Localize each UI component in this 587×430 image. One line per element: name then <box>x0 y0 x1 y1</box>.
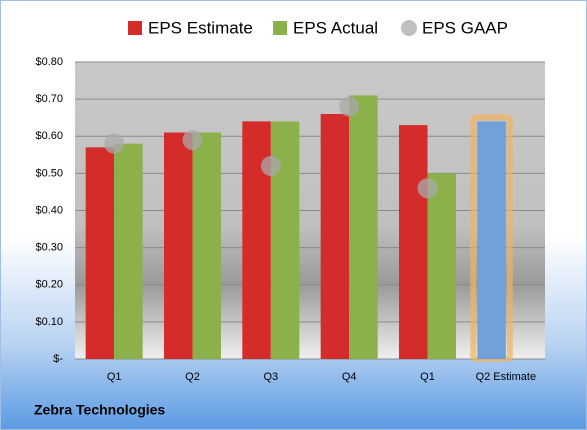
bar <box>164 132 193 359</box>
gaap-marker <box>339 96 360 117</box>
bar <box>192 132 221 359</box>
y-tick-label: $0.10 <box>35 316 63 328</box>
y-tick-label: $0.70 <box>35 93 63 105</box>
y-tick-label: $0.40 <box>35 204 63 216</box>
bar <box>320 113 350 359</box>
gaap-marker <box>182 129 203 150</box>
x-tick-label: Q2 Estimate <box>476 371 537 383</box>
x-tick-label: Q4 <box>342 371 357 383</box>
gaap-marker <box>417 178 438 199</box>
x-tick-label: Q2 <box>185 371 200 383</box>
legend-marker <box>128 21 142 35</box>
y-tick-label: $- <box>53 353 63 365</box>
bar <box>427 173 456 359</box>
legend-marker <box>273 21 287 35</box>
y-tick-label: $0.80 <box>35 56 63 68</box>
y-tick-label: $0.20 <box>35 279 63 291</box>
y-tick-label: $0.60 <box>35 130 63 142</box>
gaap-marker <box>260 155 281 176</box>
legend-label: EPS Estimate <box>148 18 253 37</box>
legend-label: EPS Actual <box>293 18 378 37</box>
x-tick-label: Q3 <box>263 371 278 383</box>
bar <box>399 125 428 359</box>
bar <box>349 95 378 359</box>
bar <box>477 121 506 360</box>
y-tick-label: $0.30 <box>35 242 63 254</box>
x-tick-label: Q1 <box>420 371 435 383</box>
legend-marker <box>401 20 417 36</box>
bar <box>114 143 143 359</box>
bar <box>85 147 115 359</box>
y-tick-label: $0.50 <box>35 167 63 179</box>
legend-label: EPS GAAP <box>422 18 508 37</box>
chart-title: Zebra Technologies <box>34 402 165 418</box>
x-tick-label: Q1 <box>107 371 122 383</box>
gaap-marker <box>104 133 125 154</box>
